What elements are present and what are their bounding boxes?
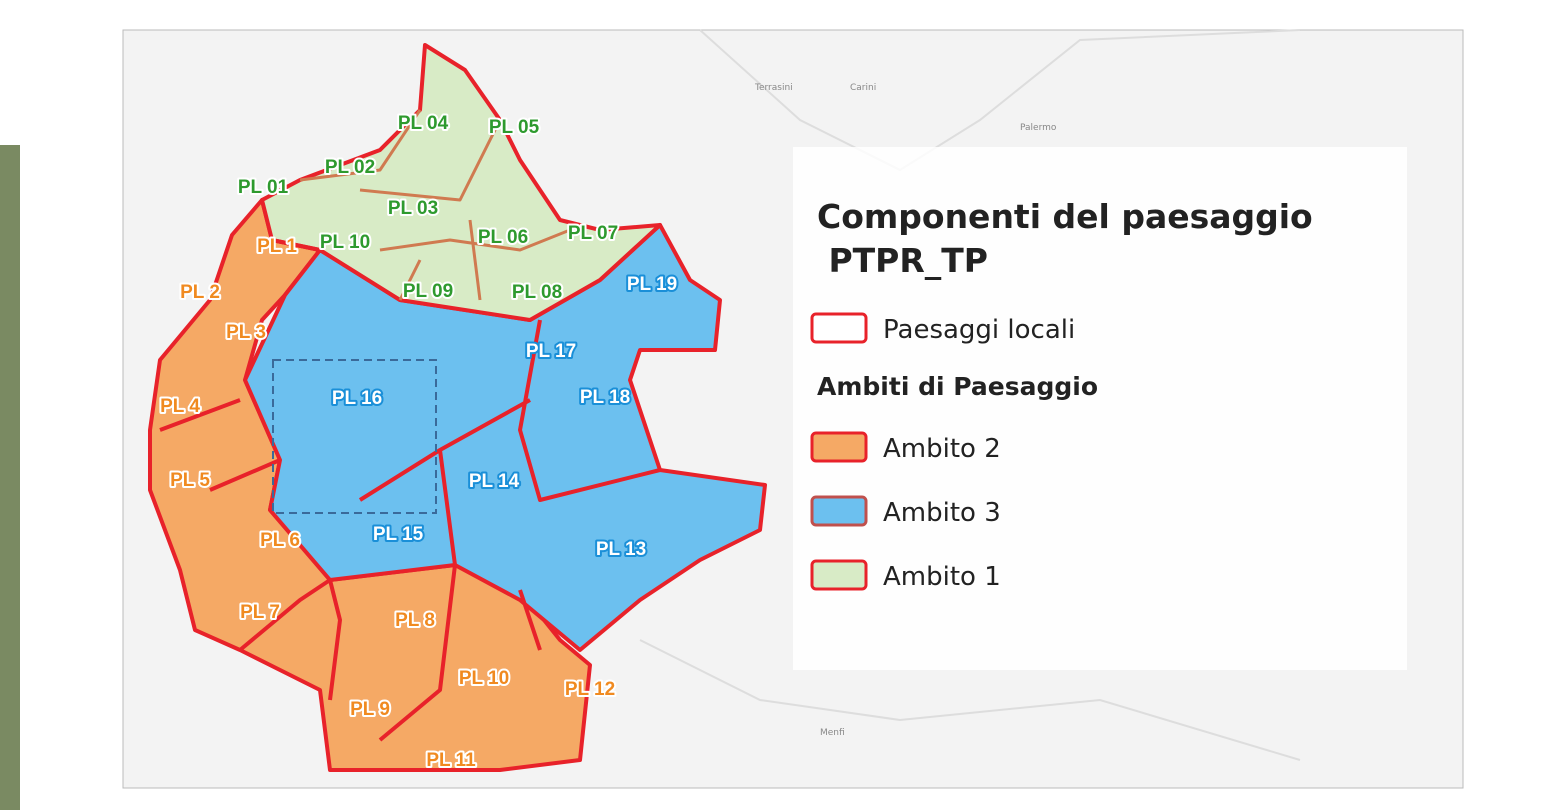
region-label: PL 05 [489, 117, 540, 138]
region-label: PL 9 [350, 699, 390, 720]
region-label: PL 8 [395, 610, 435, 631]
region-label: PL 15 [373, 524, 424, 545]
place-name: Palermo [1020, 123, 1057, 133]
legend-section: Ambiti di Paesaggio [817, 372, 1098, 401]
region-label: PL 6 [260, 530, 300, 551]
region-label: PL 16 [332, 388, 382, 409]
region-label: PL 06 [478, 227, 528, 248]
region-label: PL 17 [526, 341, 576, 362]
legend-label: Ambito 1 [883, 562, 1001, 592]
legend-label: Ambito 2 [883, 434, 1001, 464]
page: PL 01 PL 02 PL 04 PL 05 PL 03 PL 06 PL 07 PL 10… [0, 0, 1559, 810]
region-label: PL 11 [426, 750, 476, 771]
region-label: PL 5 [170, 470, 210, 491]
legend-title: PTPR_TP [817, 241, 988, 280]
region-label: PL 10 [459, 668, 509, 689]
region-label: PL 3 [226, 322, 266, 343]
region-label: PL 12 [565, 679, 615, 700]
legend-swatch [812, 561, 866, 589]
region-label: PL 01 [238, 177, 289, 198]
legend-swatch [812, 433, 866, 461]
legend-swatch [812, 314, 866, 342]
place-name: Menfi [820, 728, 845, 738]
legend-label: Paesaggi locali [883, 315, 1075, 345]
legend-title: Componenti del paesaggio [817, 197, 1313, 236]
region-label: PL 02 [325, 157, 375, 178]
region-label: PL 04 [398, 113, 449, 134]
region-label: PL 13 [596, 539, 646, 560]
region-label: PL 1 [257, 236, 297, 257]
legend-swatch [812, 497, 866, 525]
region-label: PL 09 [403, 281, 453, 302]
region-label: PL 14 [469, 471, 520, 492]
region-label: PL 10 [320, 232, 370, 253]
region-label: PL 18 [580, 387, 630, 408]
region-label: PL 03 [388, 198, 438, 219]
side-strip [0, 145, 20, 810]
legend-label: Ambito 3 [883, 498, 1001, 528]
region-label: PL 19 [627, 274, 677, 295]
place-name: Terrasini [754, 83, 793, 93]
region-label: PL 07 [568, 223, 618, 244]
region-label: PL 4 [160, 396, 200, 417]
region-label: PL 08 [512, 282, 562, 303]
region-label: PL 7 [240, 602, 280, 623]
map-view: PL 01 PL 02 PL 04 PL 05 PL 03 PL 06 PL 07 PL 10… [0, 0, 1559, 810]
region-label: PL 2 [180, 282, 220, 303]
place-name: Carini [850, 83, 876, 93]
